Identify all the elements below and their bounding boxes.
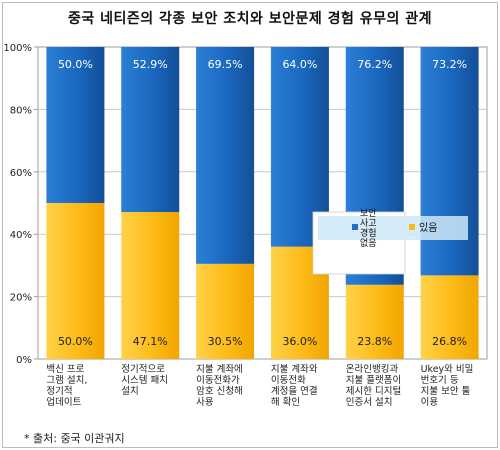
x-tick-label: Ukey와 비밀 [421, 363, 474, 375]
y-tick-label: 100% [3, 43, 32, 54]
legend-highlight [318, 216, 468, 240]
legend-label-no-incident: 경험 [360, 227, 377, 239]
data-label-yes: 23.8% [357, 335, 392, 348]
y-tick-label: 80% [10, 105, 32, 116]
data-label-no-incident: 50.0% [58, 58, 93, 71]
bar-yes [46, 203, 105, 359]
data-label-yes: 47.1% [133, 335, 168, 348]
x-tick-label: 그램 설치, [46, 374, 87, 386]
x-tick-label: 해 확인 [271, 396, 300, 408]
x-tick-label: 지불 플랫폼이 [346, 375, 401, 386]
legend-swatch-yes [409, 224, 415, 230]
bar-no-incident [121, 47, 180, 213]
x-tick-label: 업데이트 [46, 396, 81, 408]
data-label-no-incident: 69.5% [208, 58, 243, 71]
x-tick-label: 설치 [121, 385, 138, 397]
data-label-no-incident: 52.9% [133, 58, 168, 71]
x-tick-label: 시스템 패치 [121, 374, 168, 386]
x-tick-label: 정기적 [46, 385, 72, 397]
y-tick-label: 0% [16, 355, 32, 366]
legend-label-no-incident: 사고 [360, 218, 377, 229]
x-tick-label: 사용 [196, 397, 214, 408]
data-label-no-incident: 76.2% [357, 58, 392, 71]
x-tick-label: 인증서 설치 [346, 396, 393, 408]
source-note: * 출처: 중국 이관궈지 [24, 432, 125, 445]
legend-label-no-incident: 없음 [360, 238, 377, 249]
x-tick-label: 정기적으로 [121, 363, 165, 375]
bar-yes [196, 263, 255, 359]
bar-yes [121, 212, 180, 359]
x-tick-label: 번호기 등 [421, 375, 459, 386]
bar-no-incident [196, 47, 255, 264]
x-tick-label: 제시한 디지털 [346, 385, 401, 397]
legend-swatch-no-incident [352, 224, 358, 230]
chart-title: 중국 네티즌의 각종 보안 조치와 보안문제 경험 유무의 관계 [67, 11, 433, 27]
legend-label-no-incident: 보안 [360, 208, 377, 219]
bar-no-incident [420, 47, 479, 276]
x-tick-label: 이동전화가 [196, 375, 240, 386]
data-label-yes: 30.5% [208, 335, 243, 348]
y-tick-label: 40% [10, 230, 32, 241]
data-label-no-incident: 73.2% [432, 58, 467, 71]
plot-area [37, 46, 488, 360]
x-tick-label: 이동전화 [271, 375, 306, 386]
x-tick-label: 온라인뱅킹과 [346, 363, 399, 375]
x-tick-label: 지불 계좌와 [271, 363, 318, 375]
data-label-yes: 26.8% [432, 335, 467, 348]
x-tick-label: 백신 프로 [46, 364, 84, 375]
y-tick-label: 20% [10, 293, 32, 304]
bar-yes [420, 275, 479, 359]
legend-label-yes: 있음 [419, 222, 437, 234]
x-tick-label: 지불 계좌에 [196, 363, 243, 375]
x-tick-label: 이용 [421, 397, 439, 408]
bar-no-incident [46, 47, 105, 203]
data-label-yes: 50.0% [58, 335, 93, 348]
bar-yes [345, 284, 404, 359]
data-label-no-incident: 64.0% [282, 58, 317, 71]
x-tick-label: 계정을 연결 [271, 385, 318, 397]
data-label-yes: 36.0% [282, 335, 317, 348]
x-tick-label: 지불 보안 툴 [421, 386, 471, 397]
y-tick-label: 60% [10, 168, 32, 179]
x-tick-label: 암호 신청해 [196, 385, 243, 397]
